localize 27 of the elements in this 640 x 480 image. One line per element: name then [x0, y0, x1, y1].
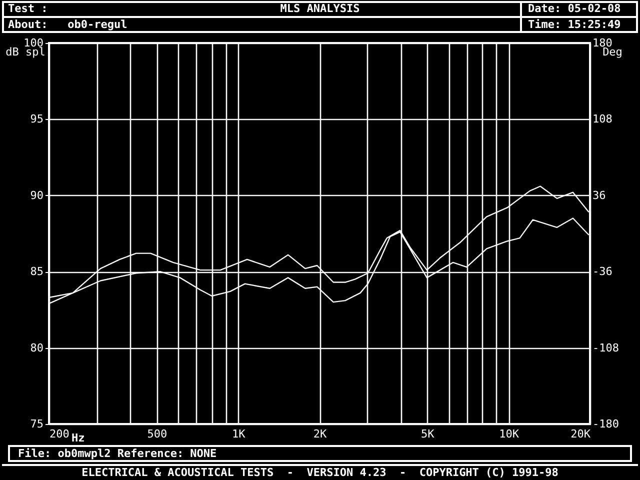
y2-tick-label: -180 [592, 418, 619, 430]
x-tick-label: 500 [147, 428, 168, 440]
y2-tick-label: 108 [592, 112, 612, 126]
y2-tick-label: 36 [592, 188, 606, 202]
y-tick-label: 90 [30, 188, 44, 202]
y2-axis-title: Deg [602, 46, 622, 58]
x-tick-label: 5K [421, 428, 435, 440]
y2-tick-label: -108 [592, 341, 619, 354]
y-tick-label: 85 [30, 265, 44, 278]
text: Time: 15:25:49 [528, 18, 621, 32]
x-tick-label: 20K [570, 428, 591, 440]
text: About: ob0-regul [8, 18, 128, 32]
y-tick-label: 80 [30, 341, 44, 354]
text: Date: 05-02-08 [528, 2, 621, 16]
x-tick-label: 10K [499, 428, 520, 440]
x-tick-label: 2K [313, 428, 327, 440]
y2-tick-label: -36 [592, 265, 612, 278]
x-axis-title: Hz [72, 432, 85, 444]
text: Test : [8, 2, 48, 16]
y-tick-label: 75 [30, 418, 44, 430]
text: ELECTRICAL & ACOUSTICAL TESTS - VERSION 4.23 - COPYRIGHT (C) 1991-98 [80, 466, 560, 480]
x-tick-label: 200 [50, 428, 70, 440]
y-tick-label: 95 [30, 112, 44, 126]
y-axis-title: dB spl [6, 46, 46, 58]
x-tick-label: 1K [232, 428, 246, 440]
text: File: ob0mwpl2 Reference: NONE [18, 447, 217, 461]
chart-title: MLS ANALYSIS [280, 2, 360, 15]
